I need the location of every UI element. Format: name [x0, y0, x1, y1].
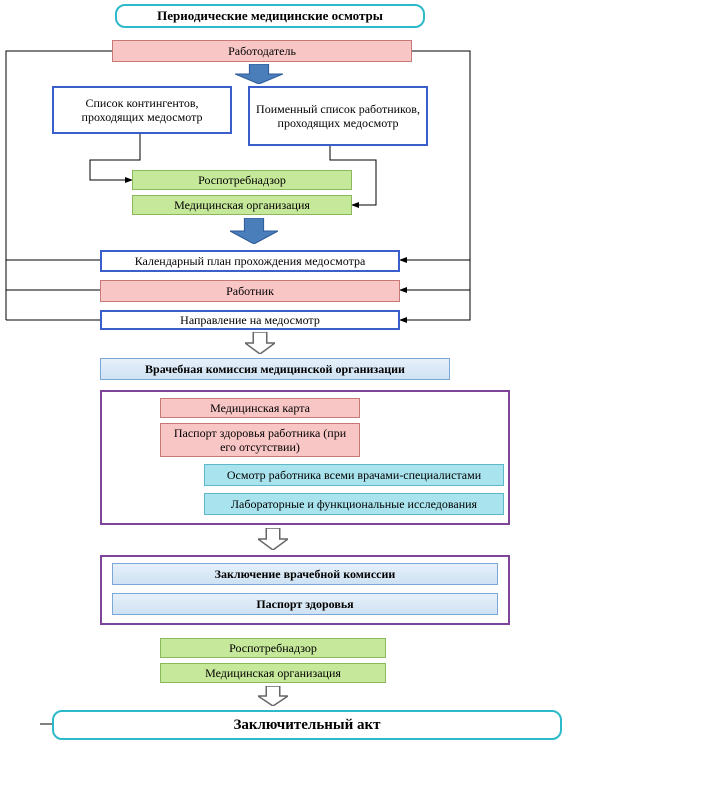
list2-text: Поименный список работников, проходящих … [256, 102, 420, 131]
passport-box: Паспорт здоровья работника (при его отсу… [160, 423, 360, 457]
calendar-box: Календарный план прохождения медосмотра [100, 250, 400, 272]
rospotreb1-box: Роспотребнадзор [132, 170, 352, 190]
outline-arrow-1 [245, 332, 275, 354]
passport2-box: Паспорт здоровья [112, 593, 498, 615]
direction-box: Направление на медосмотр [100, 310, 400, 330]
medorg2-box: Медицинская организация [160, 663, 386, 683]
lab-text: Лабораторные и функциональные исследован… [231, 497, 477, 511]
title-box: Периодические медицинские осмотры [115, 4, 425, 28]
conclusion-box: Заключение врачебной комиссии [112, 563, 498, 585]
direction-text: Направление на медосмотр [180, 313, 320, 327]
big-arrow-1 [235, 64, 283, 84]
final-text: Заключительный акт [233, 716, 380, 734]
worker-text: Работник [226, 284, 274, 298]
passport-text: Паспорт здоровья работника (при его отсу… [167, 426, 353, 455]
worker-box: Работник [100, 280, 400, 302]
rospotreb2-text: Роспотребнадзор [229, 641, 317, 655]
list2-box: Поименный список работников, проходящих … [248, 86, 428, 146]
final-box: Заключительный акт [52, 710, 562, 740]
title-text: Периодические медицинские осмотры [157, 8, 383, 24]
exam-text: Осмотр работника всеми врачами-специалис… [227, 468, 481, 482]
outline-arrow-3 [258, 686, 288, 706]
medcard-text: Медицинская карта [210, 401, 310, 415]
medorg1-text: Медицинская организация [174, 198, 310, 212]
exam-box: Осмотр работника всеми врачами-специалис… [204, 464, 504, 486]
conclusion-text: Заключение врачебной комиссии [215, 567, 396, 581]
employer-text: Работодатель [228, 44, 296, 58]
rospotreb2-box: Роспотребнадзор [160, 638, 386, 658]
medorg2-text: Медицинская организация [205, 666, 341, 680]
passport2-text: Паспорт здоровья [256, 597, 353, 611]
calendar-text: Календарный план прохождения медосмотра [135, 254, 366, 268]
lab-box: Лабораторные и функциональные исследован… [204, 493, 504, 515]
list1-box: Список контингентов, проходящих медосмот… [52, 86, 232, 134]
employer-box: Работодатель [112, 40, 412, 62]
list1-text: Список контингентов, проходящих медосмот… [60, 96, 224, 125]
commission-box: Врачебная комиссия медицинской организац… [100, 358, 450, 380]
medcard-box: Медицинская карта [160, 398, 360, 418]
big-arrow-2 [230, 218, 278, 244]
medorg1-box: Медицинская организация [132, 195, 352, 215]
outline-arrow-2 [258, 528, 288, 550]
commission-text: Врачебная комиссия медицинской организац… [145, 362, 405, 376]
rospotreb1-text: Роспотребнадзор [198, 173, 286, 187]
